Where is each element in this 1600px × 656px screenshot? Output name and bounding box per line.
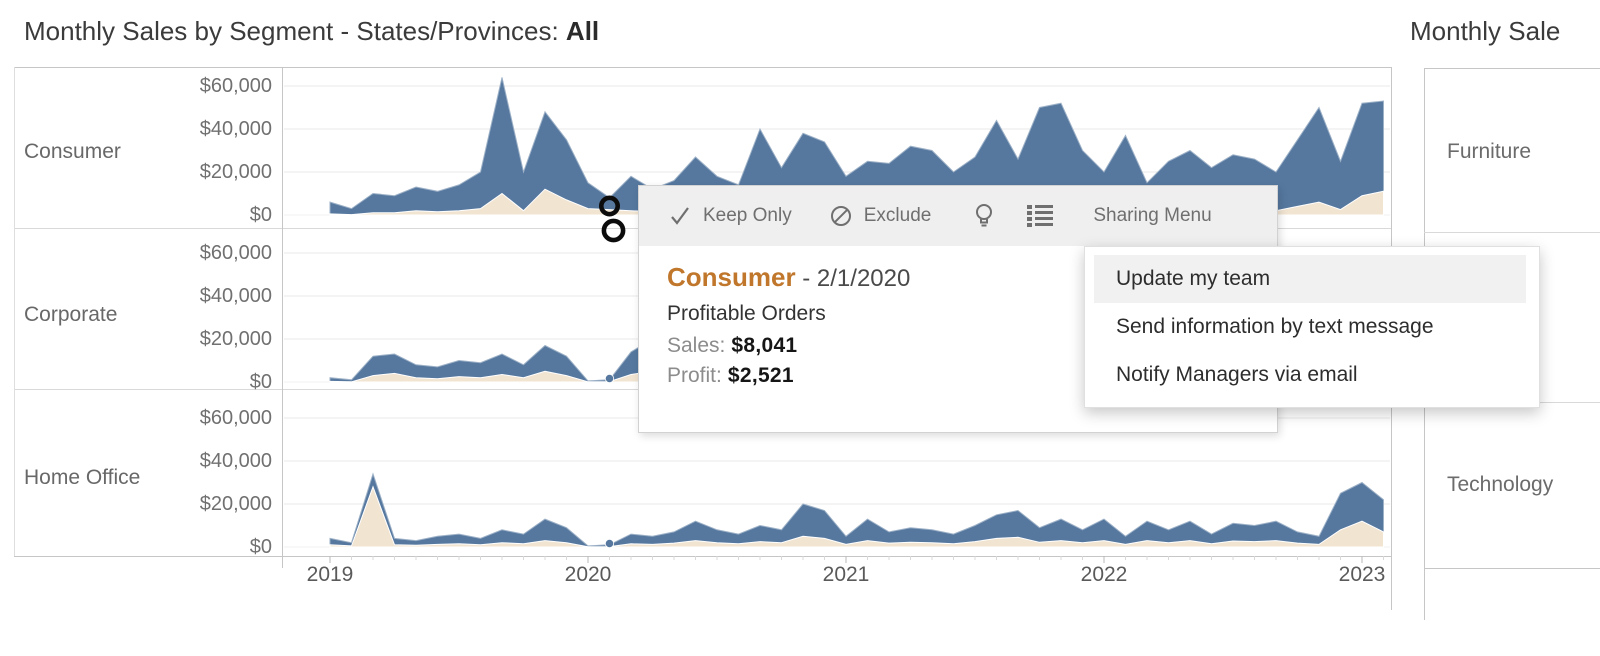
plot-border-left [282,67,283,568]
view-data-button[interactable] [1027,205,1054,227]
y-tick-label: $0 [249,204,272,226]
tooltip-sales-row: Sales: $8,041 [667,334,1277,358]
tooltip-body: Consumer - 2/1/2020 Profitable Orders Sa… [639,246,1277,388]
lightbulb-icon [976,204,993,227]
x-axis-line [14,556,1391,557]
x-axis-year-label: 2022 [1080,563,1128,586]
row-header-consumer: Consumer [24,140,121,163]
exclude-button[interactable]: Exclude [830,205,932,227]
tooltip-headline: Consumer - 2/1/2020 [667,262,1277,293]
tooltip-profit-label: Profit: [667,364,722,387]
right-row-header-technology: Technology [1447,473,1554,496]
row-header-corporate: Corporate [24,303,118,326]
menu-item-send-text-message[interactable]: Send information by text message [1116,315,1434,338]
right-sheet-title: Monthly Sale [1410,16,1561,46]
left-sheet-title-filter-value: All [565,16,600,46]
x-axis-ticks [329,556,1384,563]
keep-only-button[interactable]: Keep Only [669,205,792,227]
keep-only-label: Keep Only [703,205,792,226]
menu-item-notify-managers[interactable]: Notify Managers via email [1116,363,1358,386]
y-tick-label: $0 [249,371,272,393]
y-tick-label: $20,000 [199,493,272,515]
y-tick-label: $0 [249,536,272,558]
exclude-slash-icon [830,206,851,226]
chart-border-left [14,67,15,556]
sharing-menu-button[interactable]: Sharing Menu [1093,205,1211,227]
exclude-label: Exclude [863,205,932,226]
right-row-separator-1 [1424,232,1600,233]
right-chart-border-top [1424,68,1600,69]
tooltip-profit-value: $2,521 [727,364,794,387]
x-axis-year-label: 2021 [822,563,870,586]
y-tick-label: $20,000 [199,328,272,350]
x-axis-year-label: 2020 [564,563,612,586]
tooltip-segment-name: Consumer [667,262,796,292]
y-tick-label: $60,000 [199,242,272,264]
area-chart-home-office[interactable] [283,389,1391,556]
tooltip-profit-row: Profit: $2,521 [667,364,1277,388]
y-tick-label: $40,000 [199,118,272,140]
tooltip-separator: - [795,265,817,292]
left-sheet-title-text: Monthly Sales by Segment - States/Provin… [24,16,566,46]
tooltip-sales-label: Sales: [667,334,726,357]
tooltip-sales-value: $8,041 [731,334,798,357]
tooltip-command-toolbar: Keep Only Exclude [639,186,1277,246]
y-tick-label: $40,000 [199,285,272,307]
right-row-header-furniture: Furniture [1447,140,1532,163]
x-axis-year-label: 2019 [306,563,354,586]
left-sheet-title: Monthly Sales by Segment - States/Provin… [24,16,599,47]
sharing-context-menu: Update my team Send information by text … [1084,246,1540,408]
y-tick-label: $20,000 [199,161,272,183]
tooltip-subtitle: Profitable Orders [667,302,826,325]
y-tick-label: $60,000 [199,75,272,97]
data-guide-button[interactable] [975,203,993,229]
checkmark-icon [671,207,689,225]
sharing-menu-label: Sharing Menu [1093,205,1212,226]
chart-border-top [14,67,1391,68]
y-tick-label: $40,000 [199,450,272,472]
menu-item-update-my-team[interactable]: Update my team [1094,255,1526,303]
x-axis-year-label: 2023 [1338,563,1386,586]
right-x-axis-line [1424,568,1600,569]
tooltip-date: 2/1/2020 [816,265,911,292]
y-tick-label: $60,000 [199,407,272,429]
row-header-home-office: Home Office [24,466,141,489]
view-data-table-icon [1027,205,1054,227]
mark-selection-cursor-icon [599,195,626,243]
